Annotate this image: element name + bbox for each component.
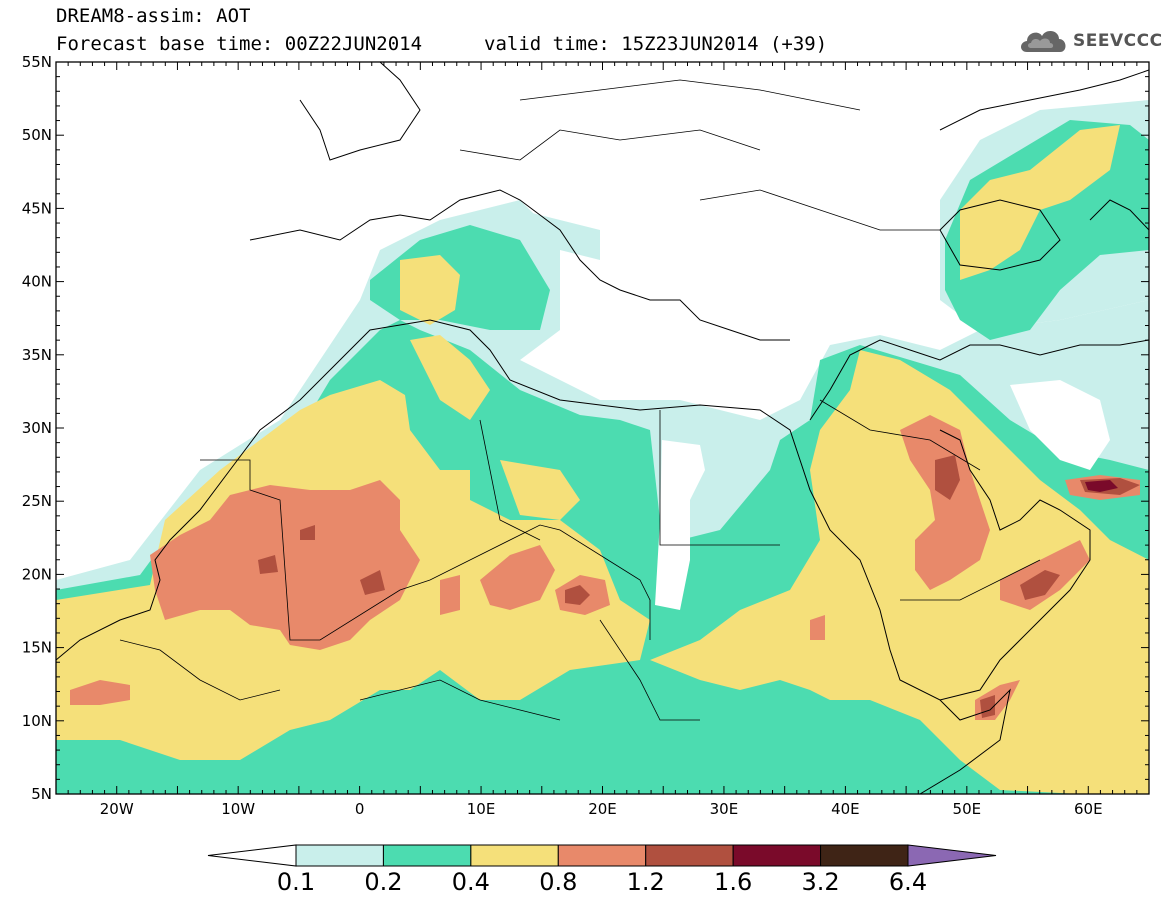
colorbar-level-label: 0.4 (451, 868, 490, 896)
lat-label: 25N (22, 492, 52, 510)
lat-label: 40N (22, 273, 52, 291)
seevccc-logo: SEEVCCC (1017, 22, 1162, 58)
lat-label: 20N (22, 565, 52, 583)
lat-label: 15N (22, 639, 52, 657)
lon-label: 30E (710, 800, 739, 818)
colorbar-level-label: 0.1 (276, 868, 316, 896)
lat-label: 55N (22, 53, 52, 71)
latitude-labels: 55N 50N 45N 40N 35N 30N 25N 20N 15N 10N 5N (22, 53, 52, 803)
colorbar-min-arrow (207, 844, 297, 867)
colorbar-max-arrow (907, 844, 997, 867)
colorbar-box (645, 844, 734, 867)
colorbar-box (382, 844, 472, 867)
cloud-icon (1021, 30, 1066, 52)
colorbar-box (820, 844, 909, 867)
lon-label: 10E (467, 800, 496, 818)
colorbar-level-label: 0.8 (539, 868, 578, 896)
lon-label: 0 (355, 800, 365, 818)
lat-label: 5N (31, 785, 52, 803)
lon-label: 20W (100, 800, 134, 818)
logo-text: SEEVCCC (1073, 31, 1163, 51)
colorbar-box (295, 844, 384, 867)
lat-label: 35N (22, 346, 52, 364)
lon-label: 10W (221, 800, 255, 818)
lon-label: 40E (831, 800, 860, 818)
colorbar-box (732, 844, 822, 867)
aot-clean-areas (655, 380, 1110, 610)
colorbar-level-label: 3.2 (801, 868, 840, 896)
colorbar-box (557, 844, 647, 867)
lon-label: 20E (588, 800, 617, 818)
aot-contour-1.6 (1085, 480, 1118, 492)
colorbar-box (470, 844, 559, 867)
colorbar-level-label: 6.4 (888, 868, 928, 896)
lon-label: 60E (1074, 800, 1103, 818)
country-borders (119, 79, 1041, 721)
lon-label: 50E (953, 800, 982, 818)
lat-label: 50N (22, 126, 52, 144)
lat-label: 10N (22, 712, 52, 730)
longitude-labels: 20W 10W 0 10E 20E 30E 40E 50E 60E (100, 800, 1103, 818)
coastlines (56, 62, 1149, 794)
colorbar (207, 844, 997, 867)
colorbar-level-label: 1.2 (626, 868, 665, 896)
longitude-axis (55, 62, 1150, 794)
valid-time: valid time: 15Z23JUN2014 (+39) (484, 33, 828, 55)
lat-label: 30N (22, 419, 52, 437)
map-title: DREAM8-assim: AOT (56, 5, 251, 27)
colorbar-level-label: 1.6 (714, 868, 753, 896)
lat-label: 45N (22, 199, 52, 217)
colorbar-level-label: 0.2 (364, 868, 403, 896)
latitude-axis (56, 61, 1149, 795)
forecast-base-time: Forecast base time: 00Z22JUN2014 (56, 33, 423, 55)
